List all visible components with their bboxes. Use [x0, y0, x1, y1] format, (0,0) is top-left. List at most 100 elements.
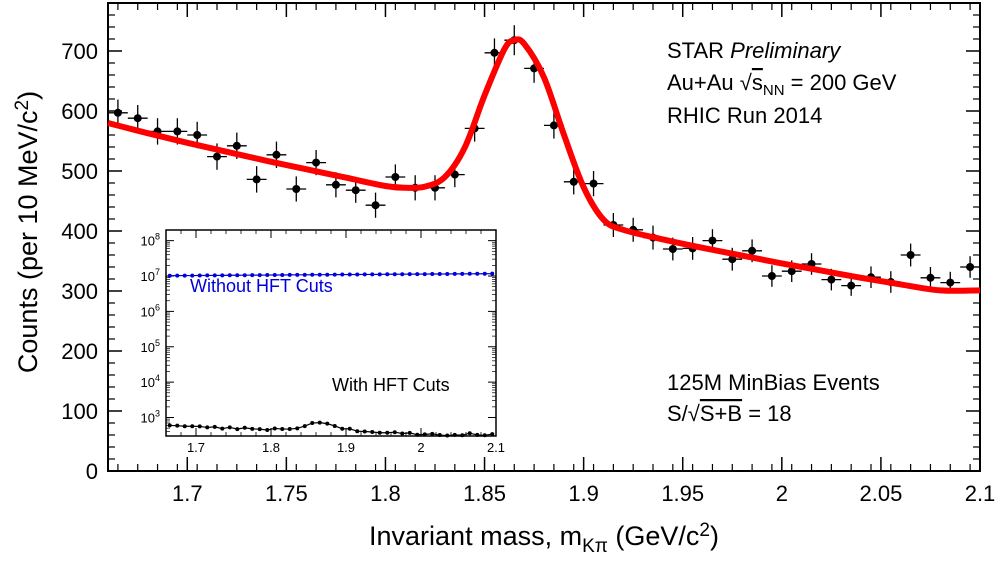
- annotation-significance: S/√S+B = 18: [667, 401, 792, 426]
- inset-data-marker: [295, 426, 300, 431]
- x-tick-label: 1.75: [265, 481, 308, 506]
- inset-data-marker: [467, 431, 472, 436]
- y-tick-label: 600: [61, 99, 98, 124]
- annotation-star-preliminary: STAR Preliminary: [667, 38, 842, 63]
- data-marker: [312, 158, 321, 167]
- y-tick-label: 700: [61, 39, 98, 64]
- inset-data-marker: [392, 430, 397, 435]
- inset-x-tick-label: 1.8: [262, 440, 280, 455]
- inset-data-marker: [227, 425, 232, 430]
- inset-data-marker: [317, 420, 322, 425]
- data-point: [960, 256, 980, 278]
- inset-data-marker: [205, 273, 210, 278]
- x-tick-label: 1.9: [568, 481, 599, 506]
- inset-data-marker: [475, 432, 480, 437]
- x-axis-label: Invariant mass, mKπ (GeV/c2): [369, 520, 719, 557]
- inset-data-marker: [362, 429, 367, 434]
- data-marker: [827, 275, 836, 284]
- inset-data-marker: [235, 273, 240, 278]
- inset-data-marker: [362, 272, 367, 277]
- inset-y-tick-label: 107: [141, 267, 160, 284]
- data-marker: [847, 281, 856, 290]
- data-marker: [906, 251, 915, 259]
- data-point: [306, 150, 326, 176]
- inset-data-marker: [422, 272, 427, 277]
- inset-axis-tick-labels: 1.7 1.8 1.9 2 2.1 103 104 105 106 107 108: [141, 232, 506, 455]
- data-marker: [708, 236, 717, 245]
- data-marker: [213, 152, 221, 161]
- inset-x-tick-label: 1.9: [337, 440, 355, 455]
- data-marker: [966, 263, 975, 271]
- x-axis-label-unit: (GeV/c: [608, 521, 700, 551]
- inset-data-marker: [400, 272, 405, 277]
- y-tick-label: 100: [61, 399, 98, 424]
- data-point: [187, 121, 208, 149]
- data-marker: [331, 180, 340, 189]
- inset-data-marker: [407, 430, 412, 435]
- inset-data-marker: [355, 429, 360, 434]
- inset-data-marker: [280, 272, 285, 277]
- inset-x-tick-label: 2.1: [487, 440, 505, 455]
- inset-y-tick-label: 108: [141, 232, 160, 249]
- inset-y-tick-label: 105: [141, 338, 160, 355]
- data-marker: [748, 246, 757, 255]
- inset-data-marker: [482, 271, 487, 276]
- inset-data-marker: [400, 431, 405, 436]
- inset-data-marker: [175, 273, 180, 278]
- inset-data-marker: [430, 431, 435, 436]
- x-tick-label: 2.05: [859, 481, 902, 506]
- inset-data-marker: [475, 271, 480, 276]
- main-fit-curve: [107, 36, 981, 294]
- data-marker: [569, 177, 578, 186]
- inset-series-without-hft: [167, 271, 495, 278]
- data-marker: [490, 48, 499, 57]
- x-axis-label-unit-sup: 2: [699, 520, 710, 541]
- inset-data-marker: [445, 433, 450, 438]
- data-point: [841, 275, 862, 296]
- inset-data-marker: [167, 273, 172, 278]
- inset-data-marker: [377, 430, 382, 435]
- inset-data-marker: [250, 426, 255, 431]
- fit-curve-line: [107, 36, 981, 294]
- data-marker: [272, 150, 281, 159]
- inset-data-marker: [272, 426, 277, 431]
- inset-data-marker: [422, 432, 427, 437]
- data-marker: [787, 267, 796, 276]
- inset-data-marker: [302, 424, 307, 429]
- data-point: [900, 243, 921, 267]
- data-point: [583, 171, 604, 197]
- inset-data-marker: [490, 271, 495, 276]
- inset-data-marker: [205, 425, 210, 430]
- annotation-run: RHIC Run 2014: [667, 103, 822, 128]
- inset-data-marker: [460, 271, 465, 276]
- main-axis-tick-labels: 1.7 1.75 1.8 1.85 1.9 1.95 2 2.05 2.1 0 100 200 300 4…: [61, 39, 995, 506]
- inset-data-marker: [212, 424, 217, 429]
- inset-data-marker: [392, 272, 397, 277]
- inset-data-marker: [257, 427, 262, 432]
- inset-data-marker: [370, 430, 375, 435]
- inset-data-marker: [242, 273, 247, 278]
- inset-data-marker: [287, 272, 292, 277]
- inset-y-tick-label: 103: [141, 409, 160, 426]
- inset-data-marker: [437, 433, 442, 438]
- inset-y-tick-label: 106: [141, 302, 160, 319]
- data-marker: [728, 255, 737, 264]
- inset-y-tick-label: 104: [141, 373, 160, 390]
- data-marker: [351, 186, 360, 195]
- inset-data-marker: [317, 272, 322, 277]
- inset-x-tick-label: 2: [417, 440, 424, 455]
- inset-data-marker: [415, 432, 420, 437]
- inset-data-marker: [385, 430, 390, 435]
- inset-data-marker: [385, 272, 390, 277]
- inset-data-marker: [407, 272, 412, 277]
- y-tick-label: 0: [86, 459, 98, 484]
- inset-data-marker: [325, 272, 330, 277]
- inset-data-marker: [265, 428, 270, 433]
- inset-label-with-hft: With HFT Cuts: [332, 375, 450, 395]
- y-tick-label: 300: [61, 279, 98, 304]
- annotation-system-energy: Au+Au √sNN = 200 GeV: [667, 70, 897, 99]
- inset-data-marker: [302, 272, 307, 277]
- inset-data-marker: [212, 273, 217, 278]
- inset-data-marker: [265, 273, 270, 278]
- data-marker: [232, 141, 241, 150]
